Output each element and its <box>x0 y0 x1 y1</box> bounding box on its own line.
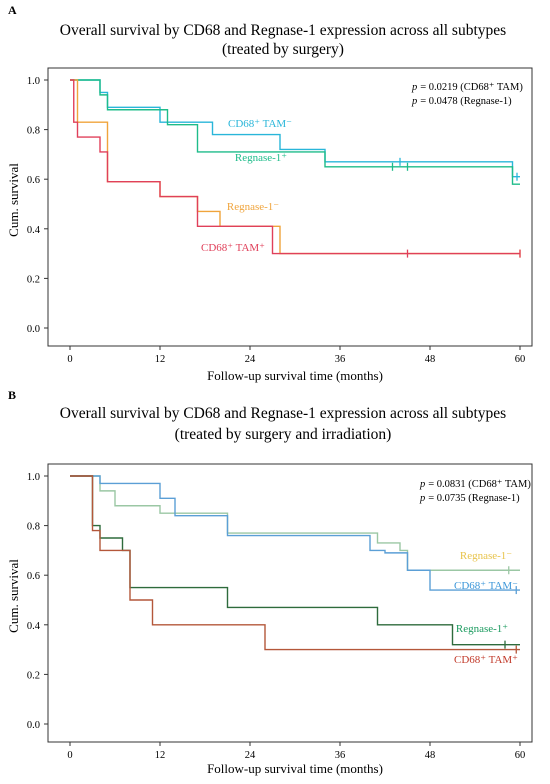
curve-label: CD68⁺ TAM⁺ <box>201 242 265 254</box>
y-tick-label: 1.0 <box>27 76 40 87</box>
curve-label: CD68⁺ TAM⁺ <box>454 654 518 666</box>
curve-label: CD68⁺ TAM⁻ <box>228 118 292 130</box>
curve-label: CD68⁺ TAM⁻ <box>454 580 518 592</box>
panel-letter: B <box>8 388 16 402</box>
chart-subtitle: (treated by surgery) <box>222 41 344 58</box>
plot-frame <box>47 463 533 743</box>
panel-letter: A <box>8 3 17 17</box>
p-value-text: p = 0.0831 (CD68⁺ TAM) <box>419 479 531 490</box>
x-tick-label: 0 <box>67 354 72 365</box>
x-tick-label: 60 <box>515 750 526 761</box>
y-tick-label: 0.0 <box>27 720 40 731</box>
x-tick-label: 48 <box>425 750 436 761</box>
survival-curve-2 <box>70 79 520 185</box>
x-tick-label: 36 <box>335 354 346 365</box>
plot-frame <box>47 67 533 347</box>
x-tick-label: 12 <box>155 354 166 365</box>
y-tick-label: 0.4 <box>27 225 41 236</box>
chart-title: Overall survival by CD68 and Regnase-1 e… <box>60 22 506 39</box>
p-symbol: p <box>419 479 425 490</box>
y-tick-label: 0.6 <box>27 175 40 186</box>
survival-curve-1 <box>70 475 520 571</box>
chart-title: Overall survival by CD68 and Regnase-1 e… <box>60 405 506 422</box>
x-axis-label: Follow-up survival time (months) <box>207 368 383 383</box>
x-axis-label: Follow-up survival time (months) <box>207 761 383 776</box>
y-tick-label: 0.4 <box>27 621 41 632</box>
p-value: = 0.0219 (CD68⁺ TAM) <box>420 82 523 93</box>
p-symbol: p <box>411 82 417 93</box>
p-value: = 0.0478 (Regnase-1) <box>420 96 512 107</box>
survival-curve-2 <box>70 475 520 591</box>
y-tick-label: 0.6 <box>27 571 40 582</box>
x-tick-label: 36 <box>335 750 346 761</box>
p-value: = 0.0831 (CD68⁺ TAM) <box>428 479 531 490</box>
x-tick-label: 60 <box>515 354 526 365</box>
curve-label: Regnase-1⁻ <box>227 201 279 213</box>
y-axis-label: Cum. survival <box>6 163 21 237</box>
y-axis-label: Cum. survival <box>6 559 21 633</box>
survival-curve-4 <box>70 475 520 651</box>
x-tick-label: 0 <box>67 750 72 761</box>
p-symbol: p <box>419 493 425 504</box>
y-tick-label: 0.0 <box>27 324 40 335</box>
y-tick-label: 1.0 <box>27 472 40 483</box>
y-tick-label: 0.2 <box>27 274 40 285</box>
p-value-text: p = 0.0735 (Regnase-1) <box>419 493 520 504</box>
p-symbol: p <box>411 96 417 107</box>
p-value-text: p = 0.0478 (Regnase-1) <box>411 96 512 107</box>
x-tick-label: 24 <box>245 354 256 365</box>
p-value-text: p = 0.0219 (CD68⁺ TAM) <box>411 82 523 93</box>
x-tick-label: 24 <box>245 750 256 761</box>
curve-label: Regnase-1⁺ <box>456 623 508 635</box>
y-tick-label: 0.2 <box>27 670 40 681</box>
chart-subtitle: (treated by surgery and irradiation) <box>175 426 392 443</box>
survival-curve-4 <box>70 79 520 255</box>
y-tick-label: 0.8 <box>27 522 40 533</box>
x-tick-label: 12 <box>155 750 166 761</box>
curve-label: Regnase-1⁺ <box>235 152 287 164</box>
x-tick-label: 48 <box>425 354 436 365</box>
curve-label: Regnase-1⁻ <box>460 550 512 562</box>
y-tick-label: 0.8 <box>27 126 40 137</box>
survival-curve-1 <box>70 79 520 178</box>
panel-b: B Overall survival by CD68 and Regnase-1 … <box>6 388 533 776</box>
panel-a: A Overall survival by CD68 and Regnase-1 … <box>6 3 533 383</box>
p-value: = 0.0735 (Regnase-1) <box>428 493 520 504</box>
